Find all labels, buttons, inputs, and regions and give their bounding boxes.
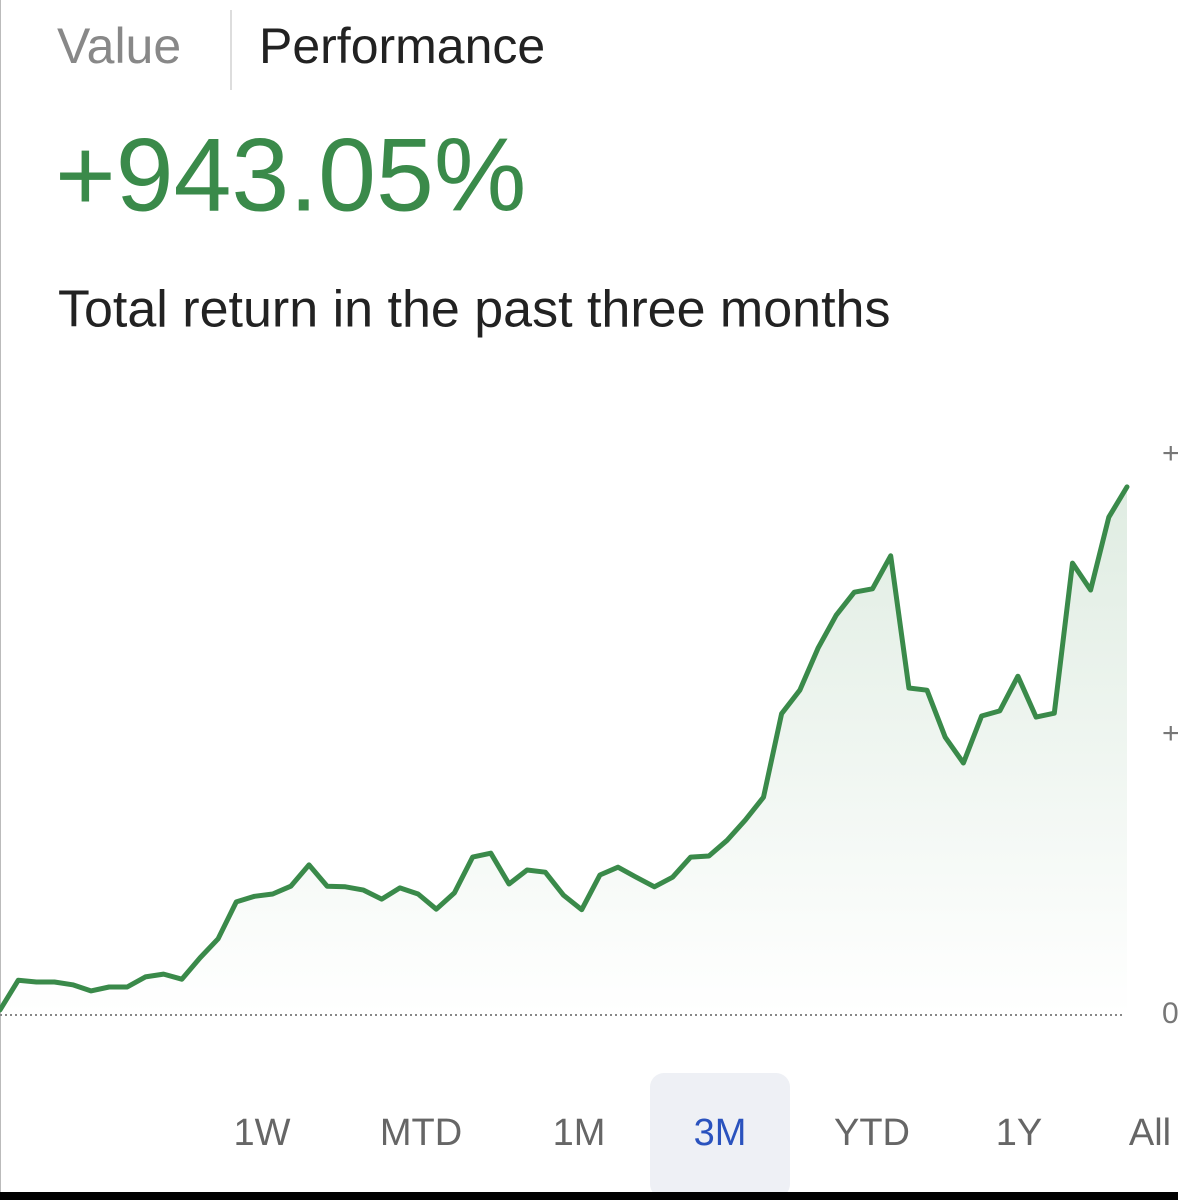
area bbox=[0, 486, 1127, 1015]
y-tick-label: 0 bbox=[1162, 997, 1178, 1030]
range-button[interactable]: YTD bbox=[834, 1112, 910, 1154]
line bbox=[0, 484, 1130, 1013]
range-button[interactable]: MTD bbox=[380, 1112, 462, 1154]
y-tick-label: + bbox=[1162, 717, 1178, 750]
bottom-bar bbox=[0, 1192, 1178, 1200]
range-button[interactable]: 1Y bbox=[996, 1112, 1042, 1154]
range-button[interactable]: 1M bbox=[553, 1112, 606, 1154]
subtitle: Total return in the past three months bbox=[58, 281, 890, 339]
range-button[interactable]: 3M bbox=[694, 1112, 747, 1154]
y-tick-label: + bbox=[1162, 437, 1178, 470]
range-button[interactable]: All bbox=[1129, 1112, 1171, 1154]
tab[interactable]: Value bbox=[57, 18, 181, 74]
tab[interactable]: Performance bbox=[259, 18, 545, 74]
range-selector: 1W MTD 1M 3M YTD 1Y All bbox=[234, 1073, 1171, 1198]
headline-value: +943.05% bbox=[55, 117, 526, 233]
range-highlight bbox=[650, 1073, 790, 1198]
range-button[interactable]: 1W bbox=[234, 1112, 291, 1154]
chart: 0 + + bbox=[0, 437, 1178, 1030]
